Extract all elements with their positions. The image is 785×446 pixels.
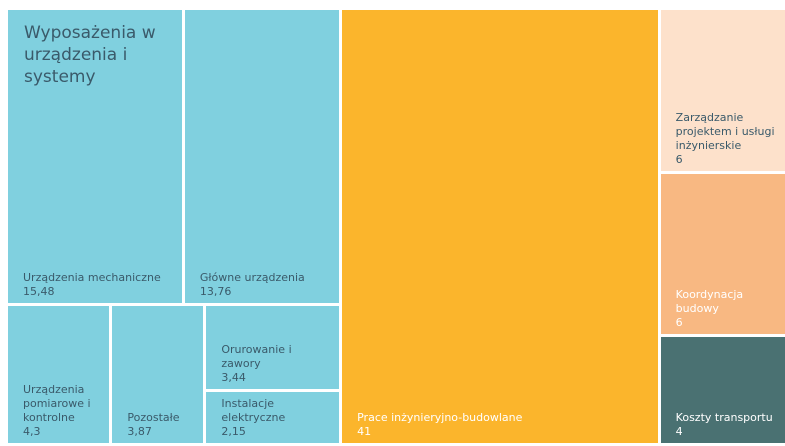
cell-label: Urządzenia mechaniczne xyxy=(23,271,161,285)
cell-label: Pozostałe xyxy=(127,410,180,424)
treemap-cell: Prace inżynieryjno-budowlane 41 xyxy=(342,10,658,443)
cell-label: Koszty transportu xyxy=(675,411,773,424)
cell-label: Instalacje elektryczne xyxy=(221,396,286,424)
cell-value: 2,15 xyxy=(221,424,246,438)
treemap-cell: Główne urządzenia 13,76 xyxy=(184,10,340,304)
treemap-cell: Zarządzanie projektem i usługi inżyniers… xyxy=(660,10,785,171)
cell-label: Główne urządzenia xyxy=(199,271,305,285)
treemap-cell: Instalacje elektryczne 2,15 xyxy=(206,392,340,443)
treemap-cell: Orurowanie i zawory 3,44 xyxy=(206,306,340,390)
cell-value: 6 xyxy=(675,152,683,166)
cell-label: Prace inżynieryjno-budowlane xyxy=(357,411,523,424)
cell-label: Orurowanie i zawory xyxy=(221,343,292,371)
cell-value: 3,87 xyxy=(127,424,152,438)
treemap-cell: Koordynacja budowy 6 xyxy=(660,173,785,334)
cell-value: 6 xyxy=(675,316,683,329)
cell-value: 4 xyxy=(675,425,683,438)
group-title: Wyposażenia w urządzenia i systemy xyxy=(24,23,156,87)
cell-label: Urządzenia pomiarowe i kontrolne xyxy=(23,382,91,424)
treemap-cell: Koszty transportu 4 xyxy=(660,337,785,443)
treemap-cell: Pozostałe 3,87 xyxy=(112,306,204,443)
cell-value: 3,44 xyxy=(221,371,246,385)
cell-value: 13,76 xyxy=(199,285,232,299)
cell-value: 41 xyxy=(357,425,372,438)
treemap-cell: Urządzenia mechaniczne 15,48 xyxy=(8,10,182,304)
cell-value: 4,3 xyxy=(23,424,41,438)
cell-label: Zarządzanie projektem i usługi inżyniers… xyxy=(675,110,775,152)
cell-value: 15,48 xyxy=(23,285,55,299)
treemap-cell: Urządzenia pomiarowe i kontrolne 4,3 xyxy=(8,306,110,443)
cell-label: Koordynacja budowy xyxy=(675,288,744,315)
